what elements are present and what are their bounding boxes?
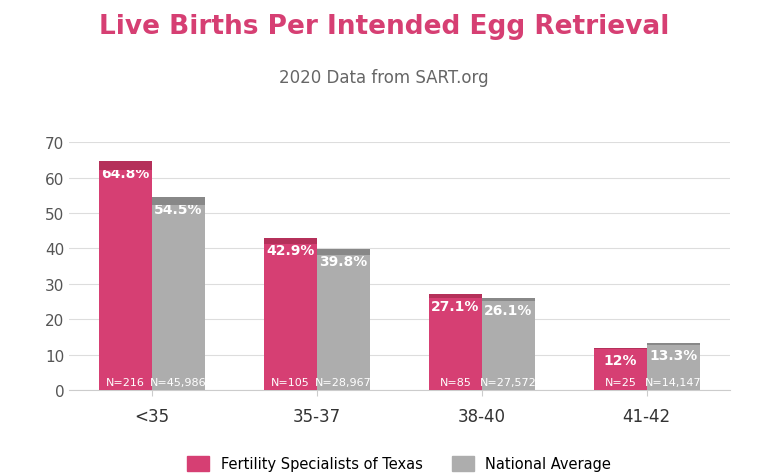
Text: 13.3%: 13.3% [649, 348, 697, 363]
Bar [647, 343, 700, 390]
Text: 54.5%: 54.5% [154, 203, 203, 217]
Text: N=216: N=216 [106, 377, 145, 387]
Text: 42.9%: 42.9% [266, 244, 315, 258]
Text: N=25: N=25 [604, 377, 637, 387]
Text: 27.1%: 27.1% [432, 300, 480, 314]
Bar [152, 198, 205, 390]
Bar [594, 348, 647, 349]
Bar [482, 298, 535, 302]
Bar [482, 298, 535, 390]
Text: 12%: 12% [604, 353, 637, 367]
Text: 2020 Data from SART.org: 2020 Data from SART.org [280, 69, 488, 87]
Text: N=45,986: N=45,986 [150, 377, 207, 387]
Bar [99, 161, 152, 390]
Text: Live Births Per Intended Egg Retrieval: Live Births Per Intended Egg Retrieval [99, 14, 669, 40]
Text: 64.8%: 64.8% [101, 167, 150, 180]
Legend: Fertility Specialists of Texas, National Average: Fertility Specialists of Texas, National… [181, 450, 617, 476]
Bar [429, 295, 482, 298]
Text: N=105: N=105 [271, 377, 310, 387]
Text: N=27,572: N=27,572 [480, 377, 537, 387]
Text: N=28,967: N=28,967 [315, 377, 372, 387]
Bar [317, 249, 369, 255]
Bar [152, 198, 205, 205]
Bar [647, 343, 700, 345]
Text: 39.8%: 39.8% [319, 255, 367, 269]
Text: N=14,147: N=14,147 [645, 377, 701, 387]
Text: 26.1%: 26.1% [484, 303, 532, 317]
Bar [264, 238, 317, 245]
Text: N=85: N=85 [439, 377, 472, 387]
Bar [264, 238, 317, 390]
Bar [594, 348, 647, 390]
Bar [317, 249, 369, 390]
Bar [429, 295, 482, 390]
Bar [99, 161, 152, 170]
